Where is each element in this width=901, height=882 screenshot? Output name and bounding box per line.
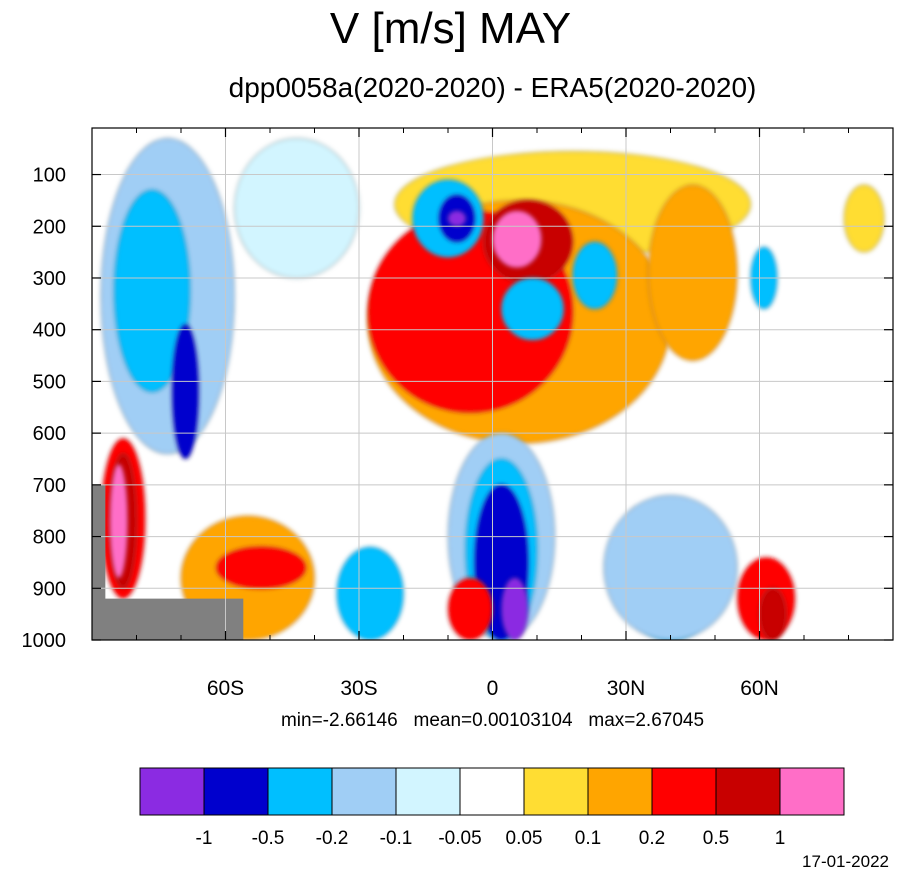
contour-region <box>492 210 542 268</box>
y-tick-label: 800 <box>33 527 66 549</box>
colorbar-box <box>715 767 781 816</box>
contour-region <box>759 587 787 640</box>
y-tick-label: 100 <box>33 165 66 187</box>
colorbar-box <box>331 767 397 816</box>
contour-region <box>843 184 885 253</box>
y-tick-label: 900 <box>33 578 66 600</box>
contour-region <box>647 184 738 362</box>
colorbar-label: 0.05 <box>506 828 543 849</box>
colorbar-label: 0.2 <box>639 828 665 849</box>
colorbar-label: -0.2 <box>316 828 349 849</box>
contour-region <box>171 324 200 460</box>
contour-region <box>113 189 191 393</box>
colorbar-label: 0.1 <box>575 828 601 849</box>
y-tick-label: 200 <box>33 216 66 238</box>
contour-region <box>109 463 128 579</box>
chart-subtitle: dpp0058a(2020-2020) - ERA5(2020-2020) <box>228 72 757 103</box>
colorbar-label: -0.05 <box>438 828 481 849</box>
chart-title: V [m/s] MAY <box>329 4 572 53</box>
colorbar-label: -0.1 <box>380 828 413 849</box>
stat-max: max=2.67045 <box>588 710 705 731</box>
y-tick-label: 400 <box>33 320 66 342</box>
x-tick-label: 60N <box>740 677 779 700</box>
contour-region <box>234 138 360 279</box>
contour-region <box>336 546 404 640</box>
colorbar-box <box>395 767 461 816</box>
x-tick-label: 60S <box>207 677 244 700</box>
contour-region <box>447 210 467 227</box>
colorbar-box <box>587 767 653 816</box>
contour-region <box>447 577 493 640</box>
colorbar-box <box>139 767 205 816</box>
colorbar-box <box>459 767 525 816</box>
topography-mask <box>92 484 244 640</box>
x-tick-label: 30N <box>607 677 646 700</box>
y-tick-label: 300 <box>33 268 66 290</box>
colorbar-box <box>267 767 333 816</box>
colorbar-label: -1 <box>196 828 213 849</box>
y-tick-label: 1000 <box>22 630 67 652</box>
contour-region <box>572 241 618 310</box>
y-tick-label: 600 <box>33 423 66 445</box>
colorbar-box <box>203 767 269 816</box>
colorbar-box <box>779 767 845 816</box>
x-tick-label: 30S <box>340 677 377 700</box>
colorbar-label: 0.5 <box>703 828 729 849</box>
colorbar-label: -0.5 <box>252 828 285 849</box>
stat-mean: mean=0.00103104 <box>413 710 573 731</box>
stats-line: min=-2.66146 mean=0.00103104 max=2.67045 <box>92 710 893 732</box>
stat-min: min=-2.66146 <box>280 710 398 731</box>
plot-date: 17-01-2022 <box>802 852 889 871</box>
y-tick-label: 700 <box>33 475 66 497</box>
colorbar-box <box>523 767 589 816</box>
colorbar-label: 1 <box>775 828 786 849</box>
contour-region <box>216 546 306 589</box>
contour-region <box>501 577 529 640</box>
y-tick-label: 500 <box>33 371 66 393</box>
x-tick-label: 0 <box>487 677 499 700</box>
colorbar-box <box>651 767 717 816</box>
contour-region <box>501 277 564 341</box>
contour-region <box>603 494 738 640</box>
